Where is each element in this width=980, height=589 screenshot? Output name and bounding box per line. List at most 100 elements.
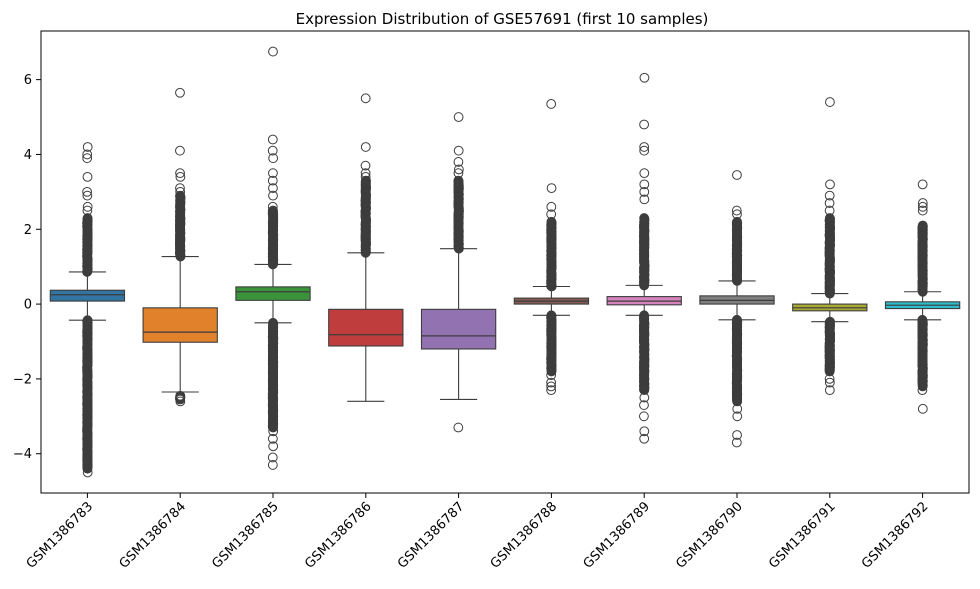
outlier-point — [82, 422, 93, 433]
outlier-point — [731, 205, 742, 216]
plot-frame — [40, 30, 970, 494]
outlier-point — [639, 72, 650, 83]
outlier-point — [267, 201, 278, 212]
outlier-point — [546, 377, 557, 388]
x-axis: GSM1386783 GSM1386784 GSM1386785 GSM1386786… — [24, 493, 931, 572]
outlier-point — [82, 315, 93, 326]
y-tick-label: 6 — [24, 73, 32, 88]
outlier-point — [731, 314, 742, 325]
outlier-point — [267, 460, 278, 470]
outlier-point — [82, 205, 93, 216]
outlier-point — [175, 168, 185, 179]
outlier-point — [175, 183, 185, 194]
x-tick-label: GSM1386784 — [117, 499, 189, 571]
outlier-point — [360, 142, 371, 152]
outlier-point — [267, 175, 278, 186]
outlier-point — [175, 145, 185, 156]
y-tick-label: −4 — [13, 447, 32, 462]
box-iqr — [328, 308, 404, 347]
outlier-point — [175, 87, 185, 98]
outlier-point — [546, 381, 557, 392]
outlier-point — [732, 170, 742, 180]
box-GSM1386789 — [606, 72, 682, 444]
outlier-point — [453, 112, 464, 122]
outlier-point — [917, 403, 928, 414]
outlier-point — [175, 190, 186, 201]
outlier-point — [639, 411, 649, 422]
outlier-point — [360, 171, 371, 182]
y-tick-label: 2 — [24, 223, 32, 238]
outlier-point — [639, 119, 650, 130]
outlier-point — [268, 46, 278, 57]
outlier-point — [639, 426, 650, 437]
outlier-point — [546, 216, 557, 227]
box-GSM1386786 — [328, 93, 404, 402]
outlier-point — [82, 153, 93, 164]
outlier-point — [546, 370, 557, 381]
outlier-point — [639, 145, 650, 156]
outlier-point — [82, 445, 93, 455]
outlier-point — [175, 396, 186, 407]
x-tick-label: GSM1386783 — [24, 499, 96, 571]
outlier-point — [546, 209, 557, 220]
outlier-point — [825, 97, 835, 107]
x-tick-label: GSM1386791 — [766, 499, 838, 571]
outlier-point — [268, 317, 278, 328]
outlier-point — [453, 145, 464, 156]
outlier-point — [82, 142, 93, 152]
outlier-point — [267, 134, 278, 145]
outlier-point — [453, 175, 464, 186]
outlier-point — [546, 99, 557, 109]
x-tick-label: GSM1386790 — [673, 499, 745, 571]
box-iqr — [142, 307, 218, 343]
outlier-point — [82, 456, 93, 467]
y-tick-label: 0 — [24, 298, 32, 313]
x-tick-label: GSM1386785 — [209, 499, 281, 571]
outlier-point — [360, 93, 371, 104]
box-GSM1386785 — [235, 46, 311, 470]
box-GSM1386790 — [699, 170, 775, 448]
outlier-point — [361, 175, 371, 186]
outlier-point — [360, 160, 371, 171]
outlier-point — [824, 385, 835, 396]
box-GSM1386792 — [884, 179, 961, 414]
outlier-point — [453, 422, 464, 433]
outlier-point — [824, 198, 835, 208]
outlier-point — [268, 441, 279, 452]
x-tick-label: GSM1386787 — [395, 499, 467, 571]
outlier-point — [917, 179, 928, 190]
outlier-point — [175, 186, 186, 197]
outlier-point — [268, 190, 278, 201]
outlier-point — [268, 426, 279, 437]
outlier-point — [639, 392, 650, 403]
outlier-point — [82, 213, 93, 223]
outlier-point — [639, 168, 650, 179]
box-iqr — [235, 286, 311, 301]
box-iqr — [49, 289, 126, 302]
outlier-point — [360, 168, 371, 179]
outlier-point — [267, 145, 278, 156]
outlier-point — [82, 430, 93, 440]
outlier-point — [82, 186, 93, 197]
outlier-point — [732, 403, 743, 414]
outlier-point — [917, 201, 928, 212]
box-GSM1386787 — [420, 112, 497, 433]
outlier-point — [82, 190, 93, 201]
outlier-point — [639, 186, 650, 197]
box-GSM1386791 — [792, 97, 868, 396]
x-tick-label: GSM1386786 — [302, 499, 374, 571]
x-tick-label: GSM1386789 — [581, 499, 653, 571]
x-tick-label: GSM1386788 — [488, 499, 560, 571]
outlier-point — [917, 314, 928, 325]
outlier-point — [639, 194, 650, 205]
outlier-point — [732, 430, 742, 440]
outlier-point — [453, 157, 464, 167]
plot-area — [49, 46, 961, 478]
x-tick-label: GSM1386792 — [859, 499, 931, 571]
outlier-point — [732, 411, 743, 422]
outlier-point — [825, 179, 835, 190]
outlier-point — [732, 216, 743, 227]
outlier-point — [917, 220, 928, 231]
outlier-point — [267, 452, 278, 463]
